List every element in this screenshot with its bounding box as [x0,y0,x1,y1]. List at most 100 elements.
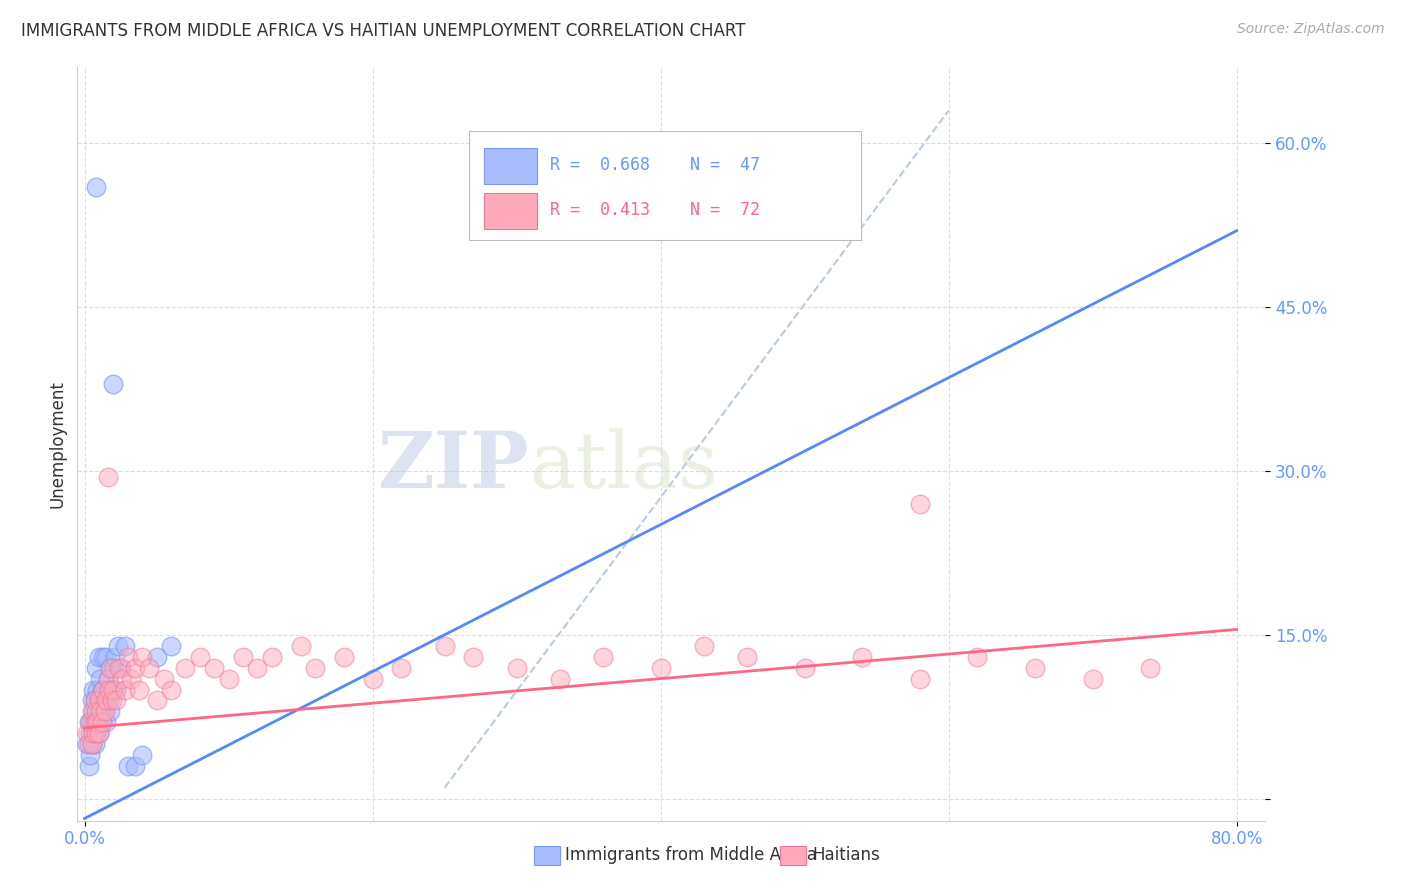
Point [94,649,117,664]
Point [114,639,136,653]
Point [87,726,110,740]
Point [246,661,269,675]
Point [851,649,873,664]
Point [83,693,105,707]
Point [138,661,160,675]
Point [548,672,571,686]
Text: R =  0.413    N =  72: R = 0.413 N = 72 [550,201,761,219]
Bar [484,147,537,184]
Point [98,682,121,697]
Point [131,649,153,664]
Point [82,726,104,740]
Point [120,672,142,686]
Point [91,705,114,719]
Point [105,682,128,697]
Point [107,639,129,653]
Point [82,726,104,740]
Point [87,693,110,707]
Point [89,672,111,686]
Point [101,693,124,707]
Point [908,497,931,511]
Point [110,661,132,675]
Point [84,726,107,740]
Point [650,661,672,675]
Point [93,693,115,707]
Point [966,649,988,664]
Point [80,705,103,719]
Point [80,737,103,751]
Point [84,180,107,194]
Point [433,639,456,653]
Point [87,693,110,707]
Point [389,661,412,675]
Bar [484,193,537,229]
Point [117,649,139,664]
Point [83,715,105,730]
Point [76,737,98,751]
Point [77,715,100,730]
Text: Source: ZipAtlas.com: Source: ZipAtlas.com [1237,22,1385,37]
Point [188,649,211,664]
Point [104,649,127,664]
Point [76,726,98,740]
Point [103,376,125,391]
Point [174,661,197,675]
Point [202,661,225,675]
Point [693,639,716,653]
FancyBboxPatch shape [470,131,862,240]
Point [83,715,105,730]
Point [87,649,110,664]
Point [84,705,107,719]
Point [160,639,183,653]
Point [108,661,131,675]
Y-axis label: Unemployment: Unemployment [48,380,66,508]
Point [124,759,146,773]
Point [86,715,108,730]
Point [86,715,108,730]
Point [84,661,107,675]
Point [290,639,312,653]
Point [1024,661,1046,675]
Text: Immigrants from Middle Africa: Immigrants from Middle Africa [565,847,817,864]
Point [93,705,115,719]
Point [89,705,111,719]
Point [117,759,139,773]
Point [87,726,110,740]
Point [82,682,104,697]
Point [90,682,112,697]
Text: ZIP: ZIP [377,428,529,504]
Text: IMMIGRANTS FROM MIDDLE AFRICA VS HAITIAN UNEMPLOYMENT CORRELATION CHART: IMMIGRANTS FROM MIDDLE AFRICA VS HAITIAN… [21,22,745,40]
Point [1081,672,1104,686]
Point [84,705,107,719]
Point [101,682,124,697]
Point [260,649,283,664]
Point [592,649,614,664]
Point [80,737,103,751]
Point [77,759,100,773]
Text: atlas: atlas [529,428,717,504]
Point [97,672,120,686]
Point [90,715,112,730]
Point [103,682,125,697]
Point [79,726,101,740]
Point [128,682,150,697]
Point [160,682,183,697]
Point [908,672,931,686]
Point [152,672,174,686]
Point [114,682,136,697]
Point [91,682,114,697]
Point [98,693,121,707]
Text: R =  0.668    N =  47: R = 0.668 N = 47 [550,156,761,174]
Point [100,661,122,675]
Point [90,715,112,730]
Point [97,672,120,686]
Point [735,649,758,664]
Point [80,715,103,730]
Point [463,649,485,664]
Point [86,682,108,697]
Point [361,672,384,686]
Point [505,661,527,675]
Point [100,705,122,719]
Point [91,649,114,664]
Point [94,693,117,707]
